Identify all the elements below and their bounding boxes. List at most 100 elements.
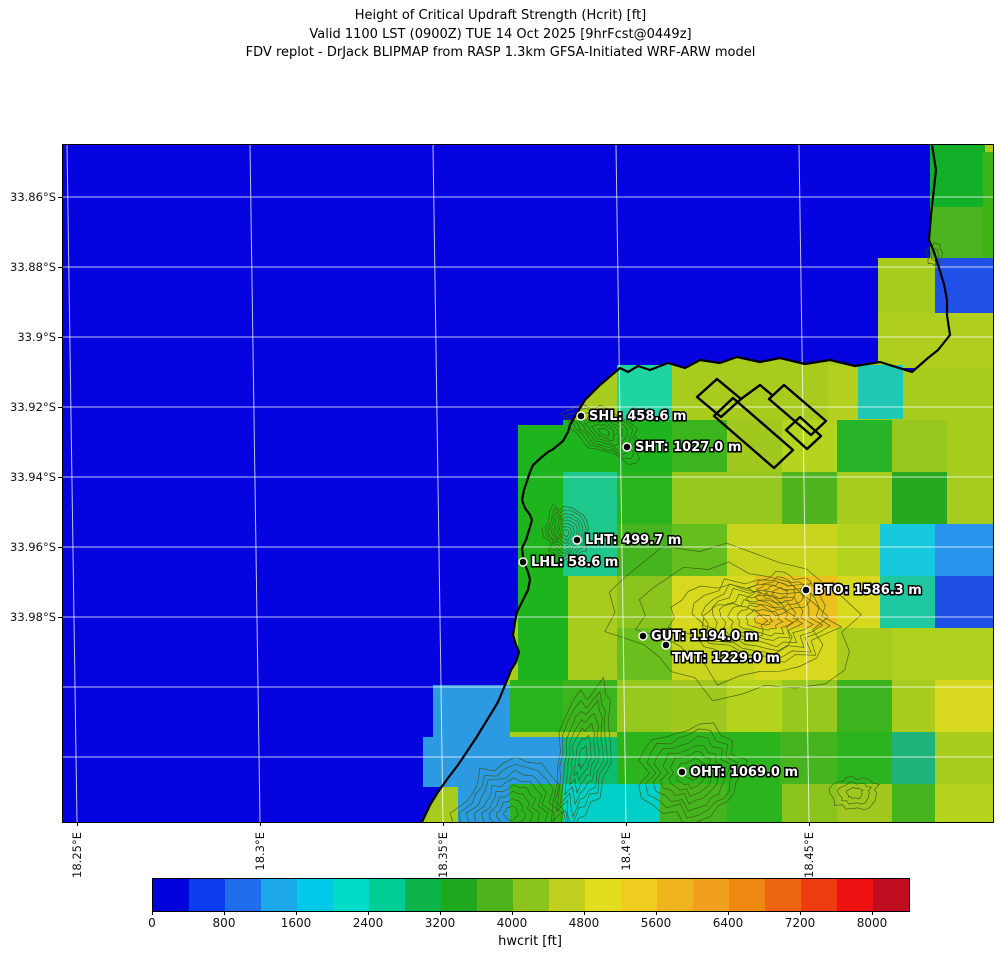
colorbar xyxy=(152,878,910,912)
hwcrit-cell xyxy=(672,472,782,524)
contour-line xyxy=(762,582,796,606)
harbor-pier xyxy=(712,396,795,470)
map-panel: SHL: 458.6 m SHT: 1027.0 m LHT: 499.7 m LHL… xyxy=(62,144,994,823)
hwcrit-cell xyxy=(617,680,672,732)
site-marker-oht xyxy=(677,767,687,777)
colorbar-tick-mark xyxy=(872,911,873,915)
hwcrit-cell xyxy=(672,732,780,784)
y-tick-mark xyxy=(58,547,62,548)
hwcrit-cell xyxy=(983,152,993,258)
contour-line xyxy=(541,503,589,565)
colorbar-segment xyxy=(189,879,225,911)
x-tick-label: 18.35°E xyxy=(436,832,450,878)
site-label-oht: OHT: 1069.0 m xyxy=(690,765,798,780)
contour-line xyxy=(458,763,563,822)
colorbar-segment xyxy=(225,879,261,911)
contour-line xyxy=(553,518,578,550)
hwcrit-cell xyxy=(858,365,903,419)
contour-line xyxy=(550,676,612,822)
site-marker-lhl xyxy=(518,557,528,567)
hwcrit-cell xyxy=(828,365,858,420)
contour-line xyxy=(719,593,814,648)
colorbar-label: hwcrit [ft] xyxy=(498,934,562,949)
colorbar-tick-label: 6400 xyxy=(712,916,744,930)
contour-line xyxy=(502,805,519,822)
colorbar-segment xyxy=(153,879,189,911)
contour-line xyxy=(659,744,724,805)
x-tick-label: 18.25°E xyxy=(70,832,84,878)
y-tick-mark xyxy=(58,197,62,198)
colorbar-tick-mark xyxy=(368,911,369,915)
site-label-gut: GUT: 1194.0 m xyxy=(651,629,758,644)
contour-line xyxy=(634,561,829,686)
colorbar-segment xyxy=(657,879,693,911)
x-tick-mark xyxy=(809,822,810,826)
x-tick-label: 18.3°E xyxy=(253,832,267,871)
contour-line xyxy=(562,528,570,538)
hwcrit-cell xyxy=(935,784,993,822)
hwcrit-cell xyxy=(672,680,727,732)
x-tick-label: 18.4°E xyxy=(619,832,633,871)
contour-line xyxy=(556,691,608,822)
hwcrit-cell xyxy=(672,524,727,576)
hwcrit-cell xyxy=(782,680,837,732)
contour-line xyxy=(559,699,604,819)
site-label-lht: LHT: 499.7 m xyxy=(585,533,681,548)
contour-line xyxy=(465,769,555,822)
hwcrit-cell xyxy=(930,145,985,207)
hwcrit-cell xyxy=(518,425,568,680)
colorbar-segment xyxy=(621,879,657,911)
hwcrit-cell xyxy=(837,524,880,576)
y-tick-label: 33.94°S xyxy=(10,470,56,484)
hwcrit-cell xyxy=(947,472,993,524)
colorbar-segment xyxy=(441,879,477,911)
colorbar-segment xyxy=(513,879,549,911)
meridian-gridline xyxy=(432,145,444,822)
colorbar-segment xyxy=(837,879,873,911)
colorbar-tick-mark xyxy=(512,911,513,915)
hwcrit-cell xyxy=(727,680,782,732)
hwcrit-cell xyxy=(878,258,935,313)
colorbar-segment xyxy=(873,879,909,911)
colorbar-segment xyxy=(765,879,801,911)
meridian-gridline xyxy=(66,145,78,822)
colorbar-tick-label: 4800 xyxy=(568,916,600,930)
hwcrit-cell xyxy=(563,680,617,732)
y-tick-mark xyxy=(58,477,62,478)
hwcrit-cell xyxy=(617,576,672,628)
hwcrit-cell xyxy=(672,628,755,680)
x-tick-mark xyxy=(260,822,261,826)
contour-line xyxy=(590,423,616,442)
colorbar-segment xyxy=(585,879,621,911)
hwcrit-cell xyxy=(727,524,837,576)
contour-line xyxy=(828,775,880,811)
colorbar-tick-label: 5600 xyxy=(640,916,672,930)
hwcrit-cell xyxy=(930,207,985,258)
contour-line xyxy=(684,765,701,782)
contour-line xyxy=(737,604,794,637)
colorbar-segment xyxy=(801,879,837,911)
plot-title: Height of Critical Updraft Strength (Hcr… xyxy=(0,7,1001,63)
title-line-1: Height of Critical Updraft Strength (Hcr… xyxy=(354,8,647,23)
coastline xyxy=(421,145,952,822)
harbor-breakwaters xyxy=(695,377,828,470)
hwcrit-cell xyxy=(878,313,993,368)
y-tick-label: 33.86°S xyxy=(10,190,56,204)
contour-line xyxy=(544,507,587,561)
contour-line xyxy=(845,786,864,800)
site-marker-shl xyxy=(576,411,586,421)
x-tick-mark xyxy=(77,822,78,826)
contour-line xyxy=(573,734,592,782)
site-marker-sht xyxy=(622,442,632,452)
colorbar-tick-mark xyxy=(800,911,801,915)
colorbar-segment xyxy=(729,879,765,911)
contour-line xyxy=(569,722,596,795)
hwcrit-cell xyxy=(458,784,510,822)
site-marker-gut xyxy=(638,631,648,641)
hwcrit-cell xyxy=(935,732,993,784)
hwcrit-cell xyxy=(563,420,617,472)
hwcrit-cell xyxy=(727,420,782,472)
hwcrit-cell xyxy=(672,420,727,472)
y-tick-label: 33.98°S xyxy=(10,610,56,624)
